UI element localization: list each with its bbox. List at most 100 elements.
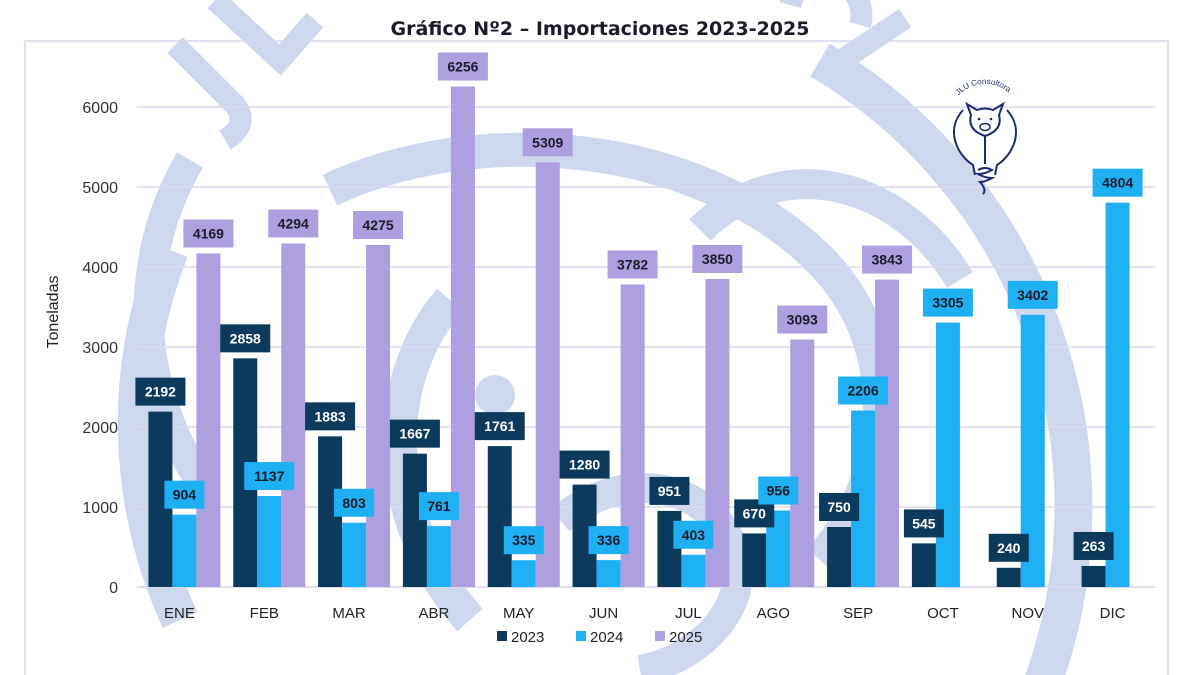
bar-2024-dic <box>1105 202 1130 587</box>
data-label-box <box>268 209 319 238</box>
logo-filament <box>974 136 996 195</box>
bar-2023-oct <box>911 543 936 587</box>
data-label: 6256 <box>447 59 478 75</box>
watermark-dot <box>475 375 515 415</box>
x-tick-label: JUL <box>675 605 702 622</box>
bar-2024-abr <box>426 526 451 587</box>
data-label-box <box>838 376 889 405</box>
x-tick-label: JUN <box>589 605 618 622</box>
data-label-box <box>474 412 525 441</box>
bar-2023-sep <box>827 527 852 587</box>
data-label-box <box>988 533 1029 562</box>
data-label: 803 <box>342 495 366 511</box>
data-label: 4169 <box>193 225 224 241</box>
data-label: 750 <box>827 499 851 515</box>
y-tick-label: 1000 <box>82 500 118 517</box>
data-label: 956 <box>767 483 791 499</box>
data-label: 2192 <box>145 384 176 400</box>
data-label-box <box>1007 280 1058 309</box>
logo-pig-snout <box>979 122 991 132</box>
data-label: 263 <box>1082 538 1106 554</box>
data-label: 951 <box>658 483 682 499</box>
x-tick-label: DIC <box>1100 605 1126 622</box>
data-label: 3782 <box>617 256 648 272</box>
chart-frame <box>24 40 1169 675</box>
data-label-box <box>692 245 743 273</box>
y-tick-label: 0 <box>109 580 118 597</box>
x-tick-label: ENE <box>164 605 195 622</box>
data-label: 904 <box>173 487 197 503</box>
logo-pig-eye-right <box>989 117 993 121</box>
data-label-box <box>903 509 944 538</box>
y-tick-label: 3000 <box>82 340 118 357</box>
data-label: 5309 <box>532 134 563 150</box>
bar-2025-feb <box>281 243 306 588</box>
logo-text: JLU Consultora <box>954 77 1014 97</box>
data-label-box <box>758 476 799 505</box>
x-axis-ticks: ENE FEB MAR ABR MAY JUN JUL AGO SEP OCT NOV DIC <box>164 605 1126 622</box>
legend-swatch-2023 <box>497 631 507 641</box>
y-tick-label: 5000 <box>82 180 118 197</box>
watermark-letter-l <box>207 0 324 76</box>
x-tick-label: OCT <box>927 605 959 622</box>
data-label: 4294 <box>278 215 309 231</box>
data-label-box <box>588 526 629 555</box>
bar-2025-ene <box>196 253 221 588</box>
data-label: 1280 <box>569 457 600 473</box>
data-labels: 2192 904 4169 2858 1137 4294 1883 803 4275 1667 76… <box>135 52 1143 562</box>
data-label-box <box>522 128 573 157</box>
bar-2024-may <box>511 560 536 587</box>
data-label: 240 <box>997 540 1021 556</box>
data-label-box <box>244 462 295 491</box>
bar-2024-jul <box>681 554 706 587</box>
data-label: 1137 <box>254 468 285 484</box>
bar-2025-ago <box>790 339 815 587</box>
bar-2024-ene <box>172 514 197 587</box>
data-label: 2206 <box>848 383 879 399</box>
data-label-box <box>673 520 714 549</box>
data-label: 2858 <box>230 330 261 346</box>
data-label-box <box>777 305 828 334</box>
data-label-box <box>353 211 404 239</box>
logo-pig-face <box>965 101 1005 138</box>
data-label: 670 <box>743 505 767 521</box>
legend-label-2024: 2024 <box>590 629 623 646</box>
bar-2023-nov <box>996 567 1021 587</box>
chart-title: Gráfico Nº2 – Importaciones 2023-2025 <box>391 18 810 40</box>
legend-label-2023: 2023 <box>511 629 544 646</box>
legend-swatch-2025 <box>655 631 665 641</box>
data-label: 1667 <box>399 426 430 442</box>
data-label: 336 <box>597 532 621 548</box>
data-label: 335 <box>512 532 536 548</box>
data-label: 1761 <box>484 418 515 434</box>
data-label-box <box>220 324 271 353</box>
watermark-knot-3 <box>550 473 753 675</box>
logo-bulb-outline <box>953 109 1017 176</box>
data-label: 4804 <box>1102 175 1133 191</box>
data-label-box <box>418 492 459 521</box>
data-label-box <box>437 52 488 81</box>
watermark-letter-o <box>779 0 873 29</box>
legend-label-2025: 2025 <box>669 629 702 646</box>
data-label: 761 <box>427 498 451 514</box>
x-tick-label: ABR <box>418 605 449 622</box>
bar-2024-mar <box>342 522 367 587</box>
data-label-box <box>503 526 544 555</box>
bar-2025-may <box>535 162 560 587</box>
bar-2024-oct <box>935 322 960 587</box>
data-label: 545 <box>912 515 936 531</box>
logo-pig-eye-left <box>977 117 981 121</box>
watermark-letter-j <box>167 37 252 150</box>
legend-swatch-2024 <box>576 631 586 641</box>
bars <box>148 86 1130 588</box>
bar-2023-ago <box>742 533 767 587</box>
y-axis-ticks: 0 1000 2000 3000 4000 5000 6000 <box>82 100 118 597</box>
x-tick-label: FEB <box>250 605 279 622</box>
data-label-box <box>559 450 610 479</box>
data-label-box <box>164 480 205 509</box>
data-label-box <box>607 250 658 279</box>
x-tick-label: NOV <box>1011 605 1044 622</box>
y-tick-label: 4000 <box>82 260 118 277</box>
data-label-box <box>334 488 375 517</box>
x-tick-label: MAY <box>503 605 534 622</box>
